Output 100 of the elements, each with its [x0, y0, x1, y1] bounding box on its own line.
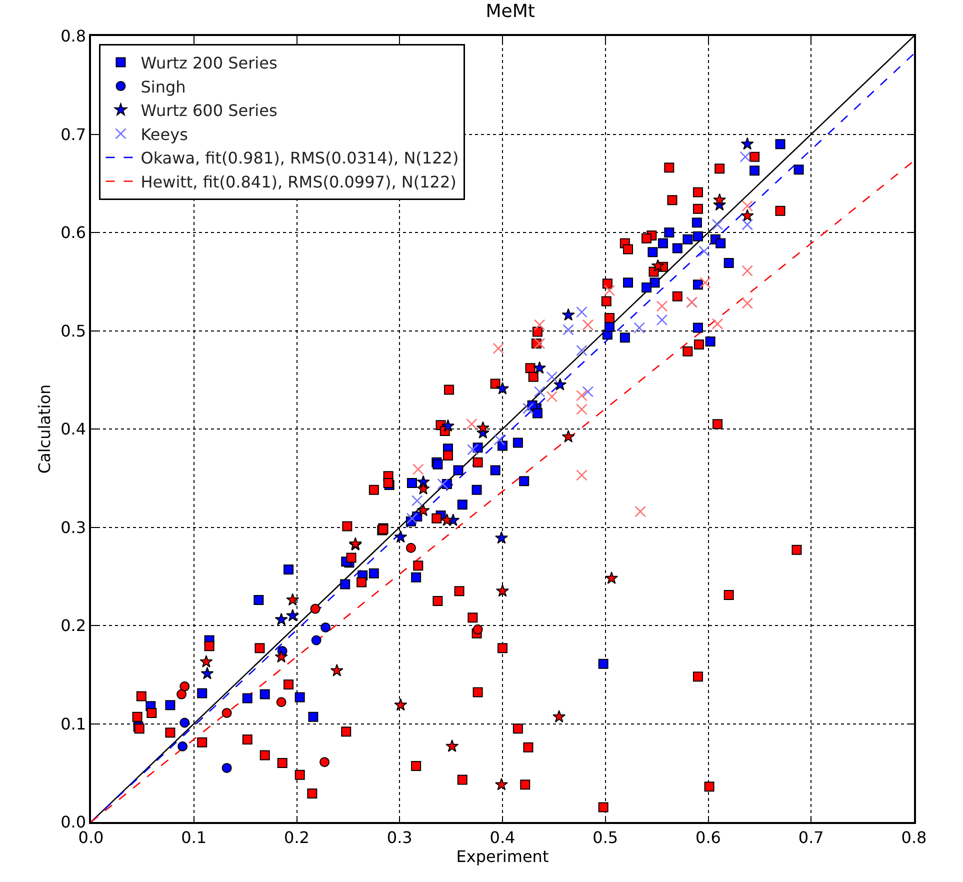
point	[440, 514, 454, 526]
point	[274, 650, 288, 663]
point	[180, 681, 190, 692]
point	[394, 698, 408, 711]
legend-label: Hewitt, fit(0.841), RMS(0.0997), N(122)	[140, 172, 456, 192]
point	[562, 324, 574, 336]
point	[656, 300, 668, 312]
point	[437, 478, 448, 490]
point	[412, 464, 424, 475]
y-tick-label: 0.2	[60, 616, 86, 636]
point	[534, 319, 546, 331]
point	[576, 306, 588, 318]
point	[496, 584, 509, 597]
point	[441, 419, 454, 432]
point	[546, 390, 558, 402]
point	[533, 361, 546, 374]
point	[446, 740, 459, 752]
point	[286, 593, 300, 606]
point	[582, 386, 594, 398]
point	[742, 265, 753, 276]
point	[176, 689, 187, 700]
point	[576, 470, 588, 481]
point	[178, 741, 188, 752]
point	[492, 342, 504, 354]
y-tick-label: 0.3	[60, 518, 86, 537]
point	[200, 666, 214, 680]
point	[494, 778, 508, 790]
point	[742, 200, 753, 212]
point	[742, 218, 753, 230]
point	[200, 655, 213, 668]
point	[494, 434, 506, 446]
point	[222, 708, 232, 718]
y-axis-title: Calculation	[34, 384, 54, 474]
point	[605, 572, 618, 584]
x-tick-label: 0.3	[386, 828, 412, 847]
point	[740, 209, 754, 222]
x-tick-label: 0.5	[592, 828, 618, 847]
x-axis-title: Experiment	[456, 846, 549, 866]
point	[576, 390, 588, 402]
point	[416, 482, 430, 495]
point	[320, 622, 331, 632]
x-tick-label: 0.4	[490, 828, 516, 847]
point	[222, 762, 232, 773]
legend-label: Singh	[140, 77, 186, 96]
point	[700, 276, 711, 288]
legend-label: Wurtz 200 Series	[140, 54, 278, 72]
point	[330, 664, 344, 676]
point	[740, 151, 751, 162]
point	[651, 259, 664, 272]
point	[276, 697, 286, 708]
point	[416, 504, 430, 516]
point	[522, 402, 534, 414]
point	[534, 338, 546, 350]
point	[394, 530, 408, 543]
x-tick-label: 0.7	[798, 828, 824, 847]
point	[311, 635, 322, 646]
chart-title: MeMt	[486, 1, 535, 22]
point	[496, 382, 509, 394]
x-tick-label: 0.2	[284, 828, 310, 847]
point	[634, 506, 646, 518]
point	[286, 608, 300, 622]
legend-label: Keeys	[140, 124, 188, 144]
y-tick-label: 0.7	[60, 124, 86, 144]
point	[546, 371, 558, 383]
point	[476, 421, 490, 434]
point	[712, 318, 724, 330]
point	[713, 193, 726, 206]
point	[472, 624, 483, 634]
x-tick-label: 0.6	[696, 828, 721, 847]
x-tick-label: 0.8	[901, 828, 927, 847]
point	[406, 542, 416, 553]
point	[742, 298, 753, 309]
legend-label: Wurtz 600 Series	[140, 101, 278, 120]
point	[494, 531, 508, 544]
point	[467, 444, 478, 456]
point	[582, 319, 594, 331]
point	[310, 604, 320, 614]
y-tick-label: 0.8	[60, 26, 86, 46]
point	[634, 322, 645, 334]
point	[320, 757, 330, 768]
point	[712, 218, 724, 230]
point	[562, 308, 575, 321]
x-tick-label: 0.1	[181, 828, 207, 847]
point	[698, 246, 710, 257]
point	[554, 378, 567, 390]
y-tick-label: 0.4	[60, 420, 86, 439]
point	[534, 386, 546, 398]
y-tick-label: 0.6	[60, 223, 86, 242]
point	[740, 137, 754, 150]
legend-label: Okawa, fit(0.981), RMS(0.0314), N(122)	[140, 148, 459, 168]
point	[562, 430, 575, 442]
point	[576, 404, 588, 415]
point	[406, 512, 418, 524]
point	[274, 612, 288, 626]
point	[656, 314, 668, 326]
y-tick-label: 0.5	[60, 321, 86, 340]
point	[411, 495, 423, 506]
point	[552, 710, 566, 722]
point	[604, 284, 616, 296]
y-tick-label: 0.1	[60, 714, 86, 734]
